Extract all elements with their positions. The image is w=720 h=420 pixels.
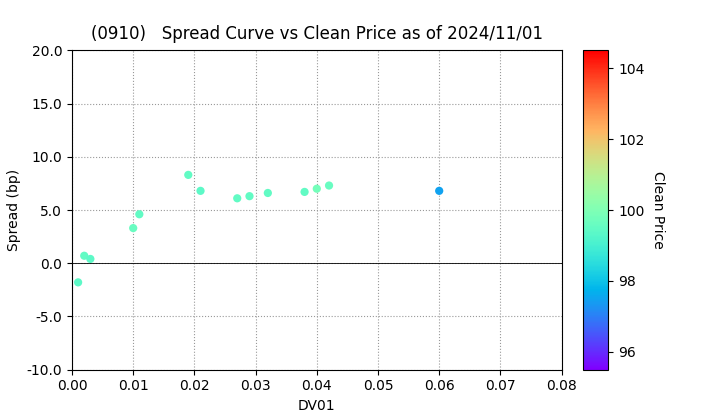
Title: (0910)   Spread Curve vs Clean Price as of 2024/11/01: (0910) Spread Curve vs Clean Price as of… [91,25,543,43]
Point [311,185,323,192]
Point [72,279,84,286]
Point [433,187,445,194]
Point [299,189,310,195]
Y-axis label: Clean Price: Clean Price [652,171,665,249]
Point [183,171,194,178]
Point [262,189,274,196]
Point [78,252,90,259]
Point [134,211,145,218]
Point [85,256,96,262]
X-axis label: DV01: DV01 [298,399,336,413]
Point [243,193,256,199]
Point [127,225,139,231]
Point [323,182,335,189]
Point [232,195,243,202]
Y-axis label: Spread (bp): Spread (bp) [7,169,21,251]
Point [194,187,207,194]
